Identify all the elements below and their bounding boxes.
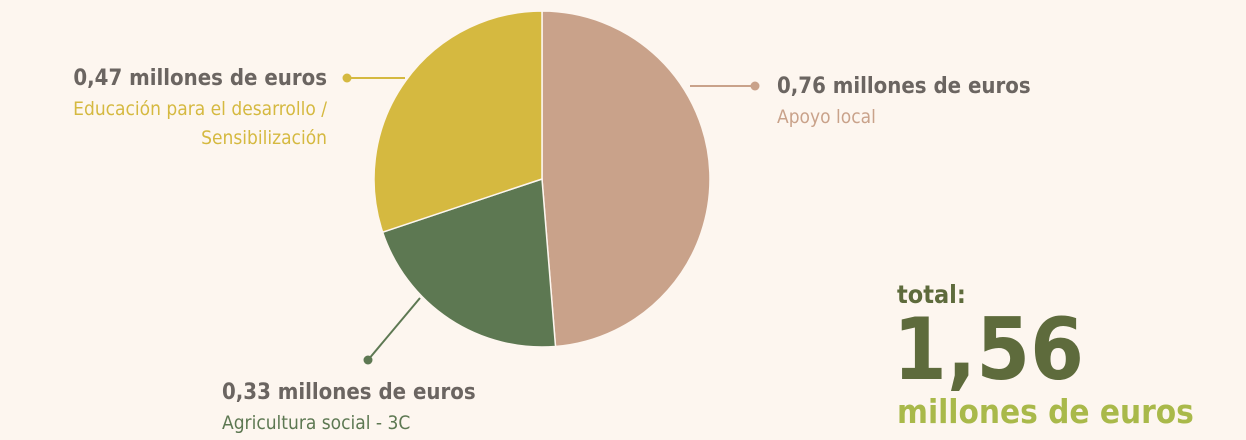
label-apoyo: 0,76 millones de euros Apoyo local — [777, 70, 1031, 132]
leader-dot — [363, 355, 373, 365]
leader-line — [367, 297, 421, 361]
leader-dot — [750, 81, 760, 91]
total-unit: millones de euros — [897, 392, 1194, 431]
value-label: 0,47 millones de euros — [73, 66, 327, 91]
total-label: total: — [897, 280, 966, 309]
leader-dot — [342, 73, 352, 83]
label-educacion: 0,47 millones de euros Educación para el… — [7, 62, 327, 152]
label-agricultura: 0,33 millones de euros Agricultura socia… — [222, 376, 476, 438]
value-label: 0,33 millones de euros — [222, 380, 476, 405]
pie-slice — [373, 10, 543, 234]
total-value: 1,56 — [893, 300, 1084, 400]
category-label: Educación para el desarrollo / Sensibili… — [73, 98, 327, 149]
pie-slice — [541, 10, 711, 348]
category-label: Apoyo local — [777, 106, 876, 128]
value-label: 0,76 millones de euros — [777, 74, 1031, 99]
pie-slice — [381, 177, 557, 348]
category-label: Agricultura social - 3C — [222, 412, 411, 434]
